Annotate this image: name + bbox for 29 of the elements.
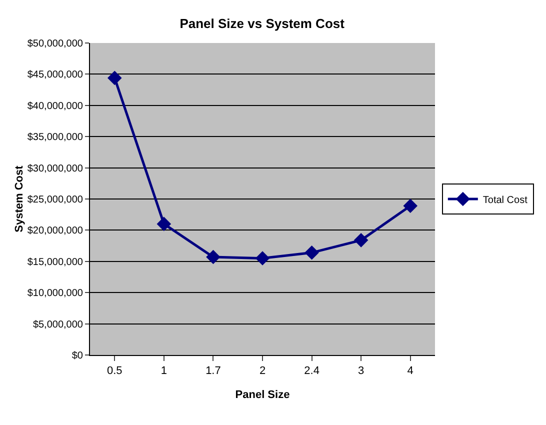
y-tick-label: $15,000,000 (27, 256, 84, 268)
chart-title: Panel Size vs System Cost (180, 16, 346, 32)
y-tick-label: $40,000,000 (27, 100, 84, 112)
y-tick-label: $25,000,000 (27, 194, 84, 206)
x-tick-label: 2.4 (304, 365, 320, 378)
x-tick-label: 1 (160, 365, 167, 378)
point (403, 198, 418, 214)
legend-label: Total Cost (482, 194, 528, 206)
point (354, 233, 368, 248)
y-tick-label: $5,000,000 (32, 319, 84, 330)
x-tick-label: 1.7 (206, 365, 221, 378)
point (156, 216, 172, 232)
x-tick-label: 3 (358, 365, 364, 378)
x-tick-label: 4 (407, 365, 414, 378)
x-tick-label: 2 (259, 365, 266, 378)
y-tick-label: $10,000,000 (27, 288, 84, 300)
y-tick-label: $20,000,000 (27, 226, 84, 237)
y-tick-label: $50,000,000 (27, 38, 84, 50)
x-tick-label: 0.5 (106, 365, 122, 378)
point (304, 246, 319, 260)
y-tick-label: $0 (72, 350, 84, 362)
point (206, 250, 220, 264)
y-tick-label: $45,000,000 (27, 70, 84, 81)
y-axis-title: System Cost (13, 165, 26, 232)
y-tick-label: $30,000,000 (27, 163, 84, 174)
point (107, 70, 122, 86)
point (255, 251, 270, 266)
y-tick-label: $35,000,000 (27, 132, 84, 144)
x-axis-title: Panel Size (235, 389, 290, 401)
